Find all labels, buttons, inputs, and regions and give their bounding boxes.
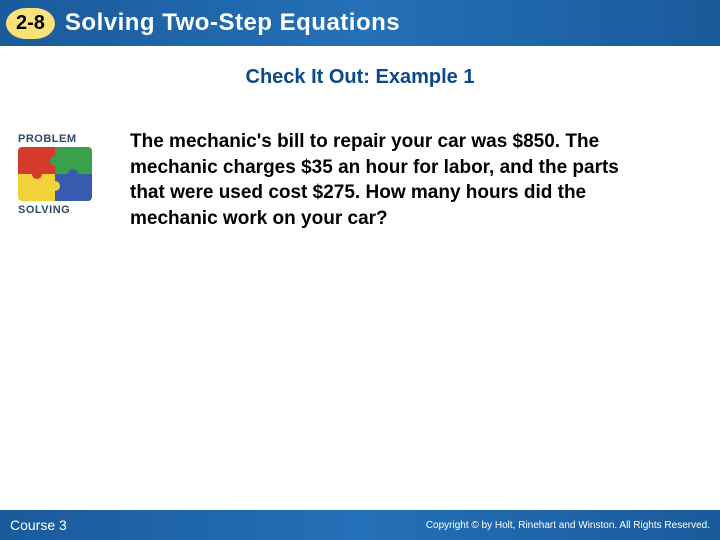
badge-bottom-label: SOLVING (18, 204, 112, 216)
copyright-text: Copyright © by Holt, Rinehart and Winsto… (426, 520, 710, 531)
course-label: Course 3 (10, 517, 67, 533)
example-subtitle: Check It Out: Example 1 (0, 66, 720, 89)
footer-bar: Course 3 Copyright © by Holt, Rinehart a… (0, 510, 720, 540)
problem-text: The mechanic's bill to repair your car w… (130, 129, 702, 232)
content-row: PROBLEM SOLVING The mechanic's bill to r… (0, 129, 720, 232)
problem-solving-badge: PROBLEM SOLVING (18, 133, 112, 232)
badge-top-label: PROBLEM (18, 133, 112, 145)
puzzle-icon (18, 147, 92, 201)
lesson-number-badge: 2-8 (6, 8, 55, 39)
lesson-title: Solving Two-Step Equations (65, 9, 400, 37)
header-bar: 2-8 Solving Two-Step Equations (0, 0, 720, 46)
